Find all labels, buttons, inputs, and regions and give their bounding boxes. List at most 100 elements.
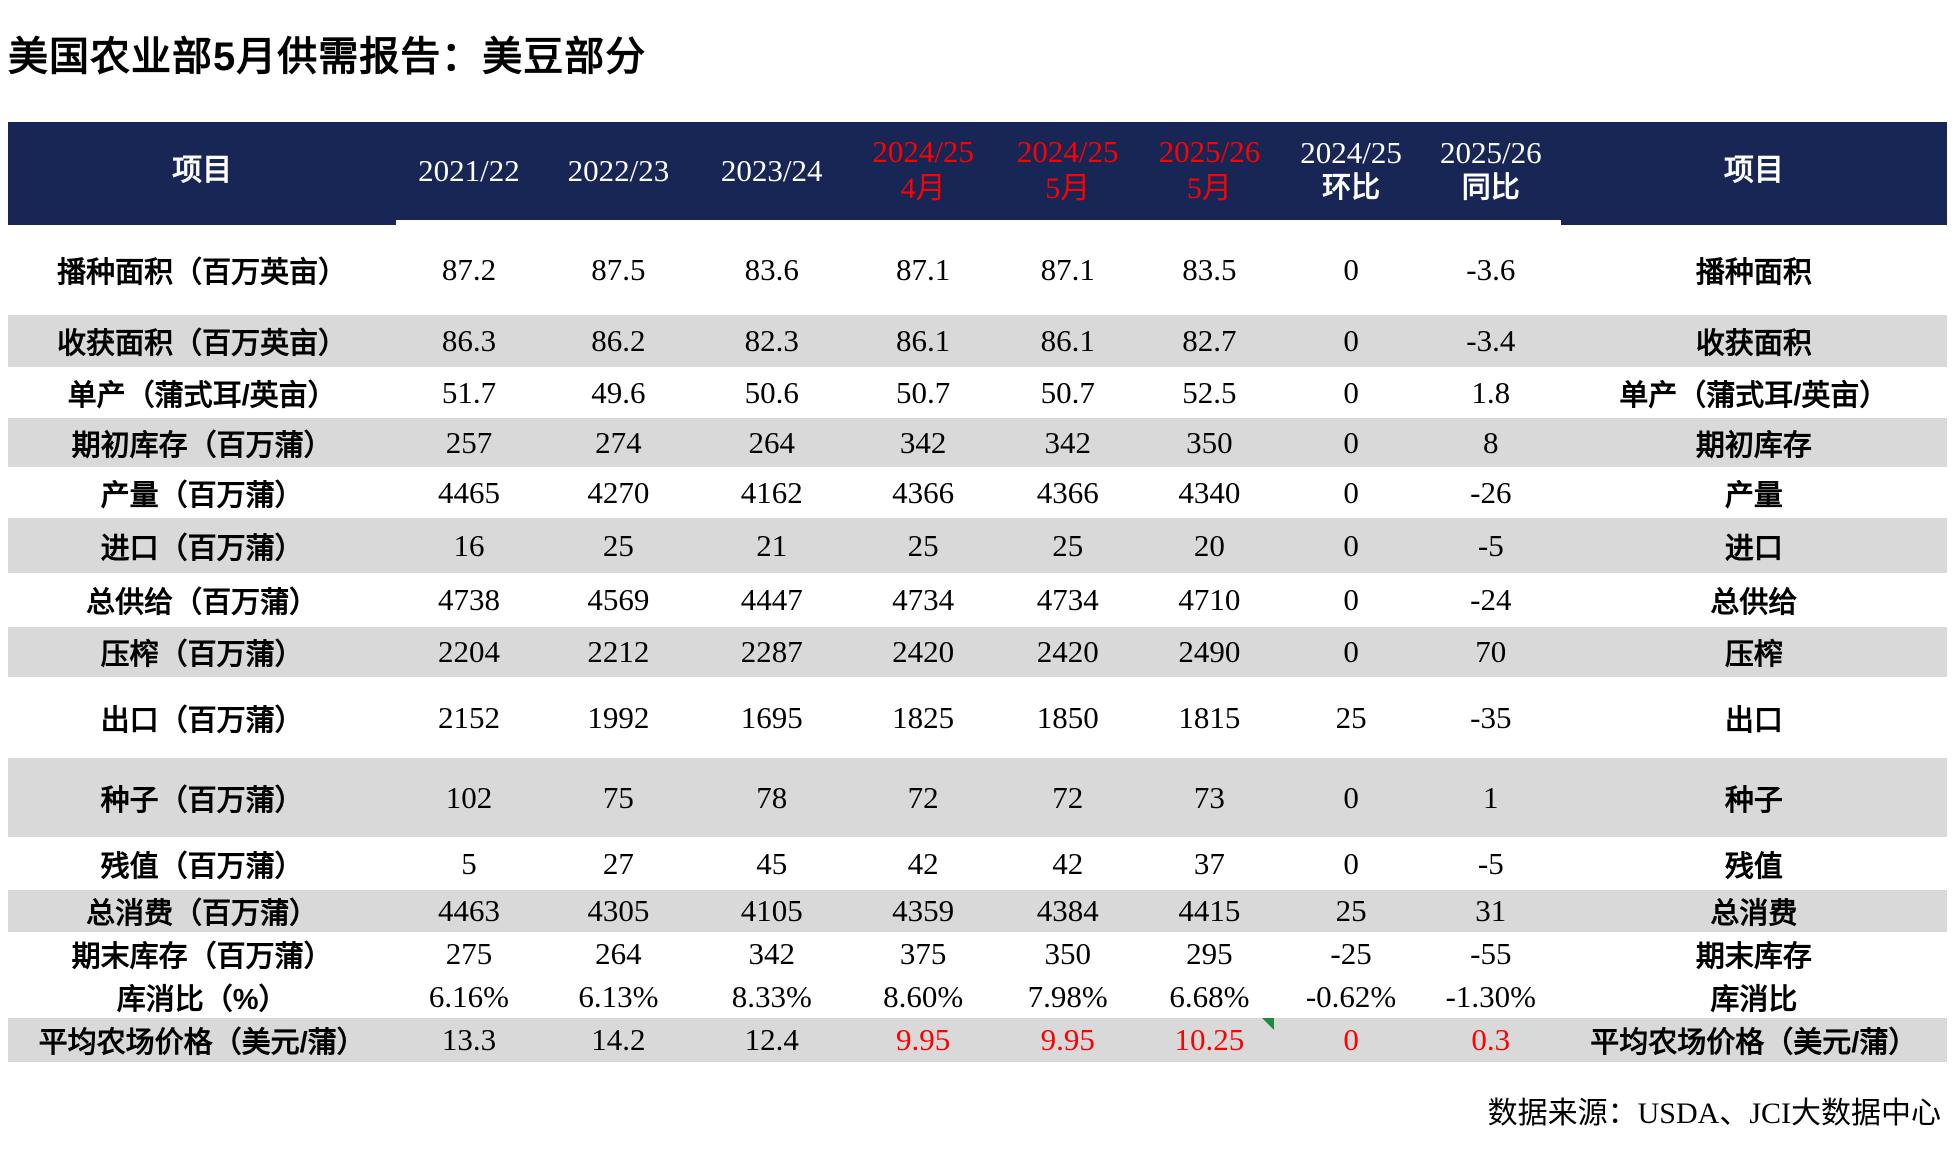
value-cell-y2021-22: 4738: [437, 582, 500, 617]
value-cell-y2024-25-may: 9.95: [997, 1018, 1138, 1062]
table-row: 残值（百万蒲） 5 27 45 42 42 37 0 -5 残值: [8, 837, 1947, 890]
value-cell-y2025-26-may: 73: [1137, 758, 1282, 837]
value-cell-y2024-25-apr: 9.95: [848, 1018, 998, 1062]
value-cell-y2025-26-may: 350: [1137, 418, 1282, 467]
value-cell-y2023-24: 1695: [740, 699, 803, 735]
value-cell-y2024-25-apr: 72: [848, 758, 998, 837]
item-label-right: 总供给: [1710, 587, 1798, 619]
value-cell-yoy: -55: [1470, 936, 1512, 971]
value-cell-mom: 0: [1281, 1018, 1421, 1062]
item-label-left: 压榨（百万蒲）: [8, 627, 397, 677]
value-cell-y2024-25-apr: 4366: [892, 474, 955, 510]
value-cell-y2021-22: 102: [396, 758, 542, 837]
item-label-left: 出口（百万蒲）: [100, 704, 304, 737]
table-row: 总供给（百万蒲） 4738 4569 4447 4734 4734 4710 0 -24 总供给: [8, 573, 1947, 627]
item-label-right: 产量: [1724, 479, 1783, 512]
value-cell-mom: 0: [1343, 374, 1359, 410]
value-cell-yoy: -5: [1420, 518, 1561, 573]
item-label-left: 平均农场价格（美元/蒲）: [8, 1018, 397, 1062]
value-cell-mom: 0: [1343, 474, 1359, 510]
value-cell-y2025-26-may: 4710: [1178, 582, 1241, 617]
value-cell-y2022-23: 49.6: [591, 374, 646, 410]
value-cell-mom: 25: [1335, 699, 1367, 735]
value-cell-y2022-23: 2212: [541, 627, 696, 677]
value-cell-y2022-23: 87.5: [591, 251, 646, 287]
value-cell-y2024-25-apr: 4734: [892, 582, 955, 617]
value-cell-y2023-24: 78: [695, 758, 849, 837]
value-cell-y2025-26-may: 83.5: [1182, 251, 1237, 287]
value-cell-y2023-24: 342: [748, 936, 795, 971]
item-label-left: 进口（百万蒲）: [8, 518, 397, 573]
value-cell-y2023-24: 21: [695, 518, 849, 573]
item-label-left: 期初库存（百万蒲）: [8, 418, 397, 467]
value-cell-y2021-22: 86.3: [396, 315, 542, 367]
value-cell-y2022-23: 14.2: [541, 1018, 696, 1062]
value-cell-yoy: -24: [1470, 582, 1512, 617]
table-body: 播种面积（百万英亩） 87.2 87.5 83.6 87.1 87.1 83.5 0 -3.6 播…: [8, 222, 1947, 1062]
value-cell-y2024-25-apr: 25: [848, 518, 998, 573]
value-cell-yoy: 1.8: [1471, 374, 1511, 410]
value-cell-yoy: 8: [1420, 418, 1561, 467]
value-cell-yoy: 1: [1420, 758, 1561, 837]
value-cell-y2025-26-may: 37: [1193, 845, 1225, 881]
value-cell-y2024-25-may: 350: [1044, 936, 1091, 971]
value-cell-y2024-25-may: 4734: [1036, 582, 1099, 617]
value-cell-y2025-26-may: 295: [1186, 936, 1233, 971]
value-cell-y2023-24: 50.6: [744, 374, 799, 410]
table-container: 项目 2021/22 2022/23 2023/24 2024/25 4月 2024/25 5…: [8, 122, 1947, 1062]
item-label-left: 收获面积（百万英亩）: [8, 315, 397, 367]
item-label-right: 平均农场价格（美元/蒲）: [1560, 1018, 1947, 1062]
table-row: 收获面积（百万英亩） 86.3 86.2 82.3 86.1 86.1 82.7 0 -3.4 收…: [8, 315, 1947, 367]
table-row: 压榨（百万蒲） 2204 2212 2287 2420 2420 2490 0 70 压榨: [8, 627, 1947, 677]
value-cell-yoy: 31: [1420, 890, 1561, 932]
value-cell-y2024-25-may: 87.1: [1040, 251, 1095, 287]
value-cell-y2023-24: 4105: [695, 890, 849, 932]
column-header-y2024-25-apr: 2024/25 4月: [848, 122, 998, 225]
column-header-y2021-22: 2021/22: [396, 122, 542, 225]
item-label-right: 库消比: [1710, 984, 1798, 1016]
value-cell-y2022-23: 4569: [587, 582, 650, 617]
value-cell-y2024-25-apr: 342: [848, 418, 998, 467]
value-cell-y2023-24: 4447: [740, 582, 803, 617]
table-row: 播种面积（百万英亩） 87.2 87.5 83.6 87.1 87.1 83.5 0 -3.6 播…: [8, 222, 1947, 315]
value-cell-yoy: -3.6: [1466, 251, 1516, 287]
value-cell-y2021-22: 2204: [396, 627, 542, 677]
value-cell-y2022-23: 1992: [587, 699, 650, 735]
table-row: 期初库存（百万蒲） 257 274 264 342 342 350 0 8 期初库存: [8, 418, 1947, 467]
item-label-left: 总供给（百万蒲）: [86, 587, 319, 619]
column-header-mom: 2024/25 环比: [1281, 122, 1421, 225]
value-cell-y2021-22: 87.2: [441, 251, 497, 287]
value-cell-y2021-22: 2152: [437, 699, 500, 735]
column-header-item-right: 项目: [1560, 122, 1947, 225]
item-label-right: 出口: [1724, 704, 1783, 737]
value-cell-y2025-26-may: 10.25: [1137, 1018, 1282, 1062]
item-label-right: 进口: [1560, 518, 1947, 573]
column-header-y2023-24: 2023/24: [695, 122, 849, 225]
value-cell-yoy: -1.30%: [1445, 979, 1536, 1014]
value-cell-y2024-25-may: 4384: [997, 890, 1138, 932]
value-cell-y2024-25-may: 72: [997, 758, 1138, 837]
value-cell-mom: 0: [1281, 518, 1421, 573]
data-source: 数据来源：USDA、JCI大数据中心: [1487, 1097, 1941, 1130]
column-header-item-left: 项目: [8, 122, 397, 225]
value-cell-y2022-23: 75: [541, 758, 696, 837]
value-cell-mom: 0: [1281, 418, 1421, 467]
column-header-y2025-26-may: 2025/26 5月: [1137, 122, 1282, 225]
value-cell-y2023-24: 12.4: [695, 1018, 849, 1062]
value-cell-y2022-23: 86.2: [541, 315, 696, 367]
value-cell-y2021-22: 13.3: [396, 1018, 542, 1062]
value-cell-mom: 0: [1281, 758, 1421, 837]
column-header-y2024-25-may: 2024/25 5月: [997, 122, 1138, 225]
value-cell-y2022-23: 25: [541, 518, 696, 573]
table-row: 单产（蒲式耳/英亩） 51.7 49.6 50.6 50.7 50.7 52.5 0 1.8 单产…: [8, 367, 1947, 418]
value-cell-y2024-25-apr: 50.7: [896, 374, 951, 410]
value-cell-y2023-24: 82.3: [695, 315, 849, 367]
report-table: 项目 2021/22 2022/23 2023/24 2024/25 4月 2024/25 5…: [8, 122, 1947, 1062]
value-cell-y2024-25-may: 86.1: [997, 315, 1138, 367]
value-cell-mom: -25: [1330, 936, 1372, 971]
item-label-right: 总消费: [1560, 890, 1947, 932]
page-title: 美国农业部5月供需报告：美豆部分: [8, 35, 647, 79]
value-cell-y2024-25-may: 2420: [997, 627, 1138, 677]
value-cell-yoy: -3.4: [1420, 315, 1561, 367]
value-cell-mom: 0: [1281, 315, 1421, 367]
